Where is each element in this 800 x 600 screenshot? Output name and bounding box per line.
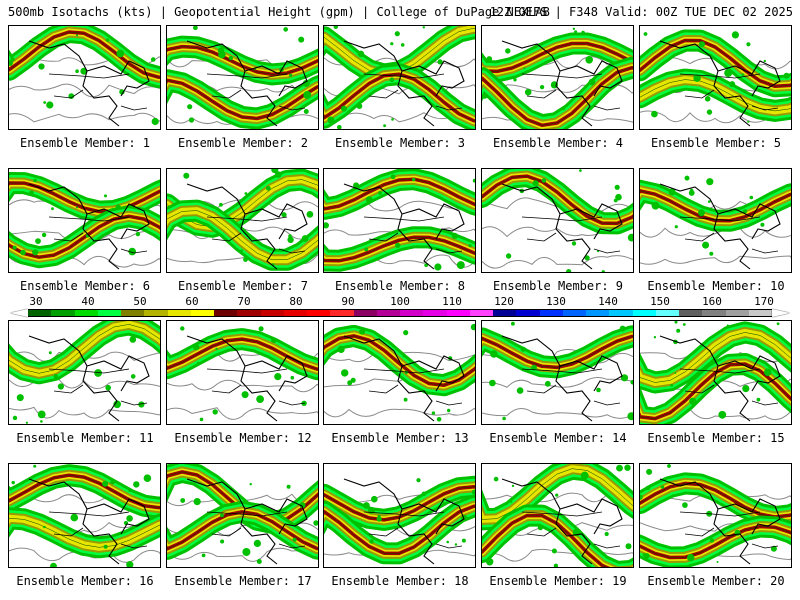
color-scale-swatch [51, 309, 75, 317]
color-scale-swatch [167, 309, 192, 317]
color-scale-swatch [283, 309, 308, 317]
ensemble-member-label: Ensemble Member: 11 [16, 431, 154, 445]
ensemble-member-label: Ensemble Member: 10 [647, 279, 785, 293]
color-scale-swatch [469, 309, 494, 317]
ensemble-member-label: Ensemble Member: 13 [331, 431, 469, 445]
color-scale-swatch [562, 309, 587, 317]
ensemble-member-map [323, 25, 476, 130]
ensemble-member-map [639, 463, 792, 568]
ensemble-member-label: Ensemble Member: 15 [647, 431, 785, 445]
color-scale-tick-label: 100 [390, 295, 410, 308]
color-scale-swatch [423, 309, 447, 317]
ensemble-member-map [8, 320, 161, 425]
ensemble-member-label: Ensemble Member: 17 [174, 574, 312, 588]
color-scale-swatch [260, 309, 285, 317]
ensemble-member-label: Ensemble Member: 7 [177, 279, 309, 293]
ensemble-member-map [323, 463, 476, 568]
color-scale-ticks: 30 40 50 60 70 80 90 100 110 120 130 140 150 160 170 [10, 296, 790, 308]
color-scale-swatch [679, 309, 703, 317]
color-scale-tick-label: 30 [29, 295, 43, 308]
color-scale-swatch [586, 309, 610, 317]
color-scale-tick-label: 90 [341, 295, 355, 308]
ensemble-member-label: Ensemble Member: 1 [19, 136, 151, 150]
color-scale-tick-label: 60 [185, 295, 199, 308]
ensemble-member-map [481, 25, 634, 130]
ensemble-member-map [639, 320, 792, 425]
ensemble-member-label: Ensemble Member: 18 [331, 574, 469, 588]
ensemble-member-map [166, 168, 319, 273]
color-scale-right-cap [772, 309, 790, 317]
ensemble-member-label: Ensemble Member: 16 [16, 574, 154, 588]
ensemble-member-map [166, 463, 319, 568]
ensemble-member-label: Ensemble Member: 14 [489, 431, 627, 445]
ensemble-member-map [8, 463, 161, 568]
color-scale-swatch [516, 309, 540, 317]
color-scale-tick-label: 160 [702, 295, 722, 308]
ensemble-member-map [481, 463, 634, 568]
color-scale-swatch [28, 309, 52, 317]
ensemble-member-map [8, 25, 161, 130]
color-scale-swatch [702, 309, 726, 317]
color-scale-swatch [214, 309, 238, 317]
color-scale-tick-label: 140 [598, 295, 618, 308]
ensemble-member-map [166, 25, 319, 130]
color-scale-tick-label: 80 [289, 295, 303, 308]
color-scale-swatch [144, 309, 168, 317]
ensemble-member-map [166, 320, 319, 425]
color-scale-swatch [237, 309, 261, 317]
ensemble-member-label: Ensemble Member: 12 [174, 431, 312, 445]
ensemble-member-label: Ensemble Member: 20 [647, 574, 785, 588]
ensemble-member-map [323, 320, 476, 425]
color-scale-legend: 30 40 50 60 70 80 90 100 110 120 130 140 150 160 170 [10, 296, 790, 318]
color-scale-swatch [307, 309, 331, 317]
color-scale-tick-label: 70 [237, 295, 251, 308]
color-scale-swatch [74, 309, 99, 317]
ensemble-member-label: Ensemble Member: 8 [334, 279, 466, 293]
color-scale-swatch [330, 309, 354, 317]
color-scale-swatch [97, 309, 122, 317]
color-scale-swatch [376, 309, 401, 317]
color-scale-left-cap [10, 309, 28, 317]
color-scale-tick-label: 130 [546, 295, 566, 308]
ensemble-member-label: Ensemble Member: 5 [650, 136, 782, 150]
ensemble-member-map [481, 168, 634, 273]
color-scale-swatch [539, 309, 564, 317]
map-title: 500mb Isotachs (kts) | Geopotential Heig… [8, 5, 550, 19]
color-scale-tick-label: 170 [754, 295, 774, 308]
ensemble-member-label: Ensemble Member: 4 [492, 136, 624, 150]
color-scale-bar [10, 309, 790, 317]
color-scale-tick-label: 40 [81, 295, 95, 308]
ensemble-member-label: Ensemble Member: 2 [177, 136, 309, 150]
color-scale-tick-label: 150 [650, 295, 670, 308]
color-scale-swatch [353, 309, 378, 317]
ensemble-member-map [323, 168, 476, 273]
color-scale-tick-label: 50 [133, 295, 147, 308]
color-scale-swatch [446, 309, 471, 317]
color-scale-swatch [655, 309, 680, 317]
ensemble-member-label: Ensemble Member: 19 [489, 574, 627, 588]
color-scale-tick-label: 110 [442, 295, 462, 308]
model-run-info: 12Z GEFS | F348 Valid: 00Z TUE DEC 02 20… [489, 5, 793, 19]
ensemble-member-map [481, 320, 634, 425]
ensemble-member-map [8, 168, 161, 273]
color-scale-swatch [748, 309, 773, 317]
color-scale-tick-label: 120 [494, 295, 514, 308]
color-scale-swatch [609, 309, 633, 317]
color-scale-swatch [632, 309, 657, 317]
ensemble-member-map [639, 168, 792, 273]
ensemble-member-label: Ensemble Member: 9 [492, 279, 624, 293]
ensemble-member-map [639, 25, 792, 130]
color-scale-swatch [725, 309, 750, 317]
color-scale-swatch [121, 309, 145, 317]
color-scale-swatch [493, 309, 517, 317]
map-header: 500mb Isotachs (kts) | Geopotential Heig… [8, 4, 793, 20]
ensemble-member-label: Ensemble Member: 6 [19, 279, 151, 293]
ensemble-member-label: Ensemble Member: 3 [334, 136, 466, 150]
color-scale-swatch [190, 309, 215, 317]
color-scale-swatch [400, 309, 424, 317]
